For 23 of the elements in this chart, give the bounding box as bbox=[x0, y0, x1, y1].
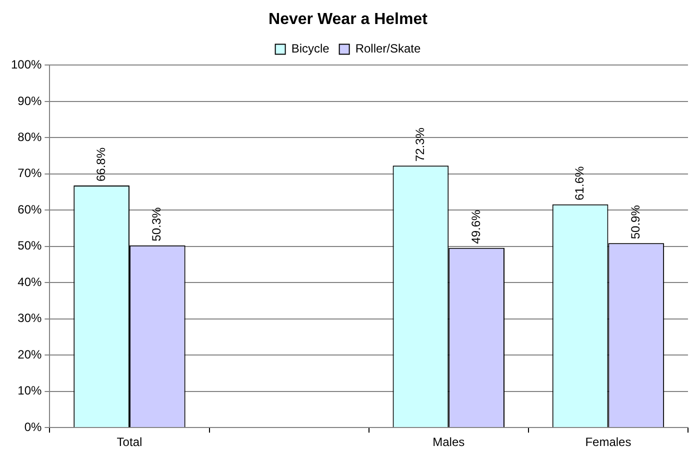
data-label: 49.6% bbox=[468, 209, 483, 244]
y-tick-label: 30% bbox=[18, 311, 42, 326]
y-tick-label: 70% bbox=[18, 166, 42, 180]
y-tick-label: 20% bbox=[18, 347, 42, 362]
data-label: 50.9% bbox=[628, 204, 642, 240]
legend-label: Bicycle bbox=[291, 42, 330, 56]
data-label: 61.6% bbox=[572, 166, 587, 200]
y-tick-label: 10% bbox=[18, 384, 42, 398]
x-tick-label: Males bbox=[432, 435, 465, 450]
y-tick-label: 60% bbox=[18, 202, 42, 216]
data-label: 50.3% bbox=[150, 206, 164, 242]
data-label: 72.3% bbox=[413, 127, 428, 162]
data-label: 66.8% bbox=[94, 147, 108, 182]
y-tick-label: 50% bbox=[18, 238, 42, 253]
x-tick-label: Females bbox=[585, 435, 632, 450]
x-tick-label: Total bbox=[116, 435, 142, 450]
y-tick-label: 0% bbox=[24, 420, 42, 434]
y-tick-label: 80% bbox=[18, 130, 42, 144]
y-tick-label: 40% bbox=[18, 274, 42, 289]
chart-title: Never Wear a Helmet bbox=[268, 11, 428, 28]
y-tick-label: 90% bbox=[18, 94, 42, 108]
legend-label: Roller/Skate bbox=[355, 42, 422, 56]
y-tick-label: 100% bbox=[10, 58, 42, 72]
